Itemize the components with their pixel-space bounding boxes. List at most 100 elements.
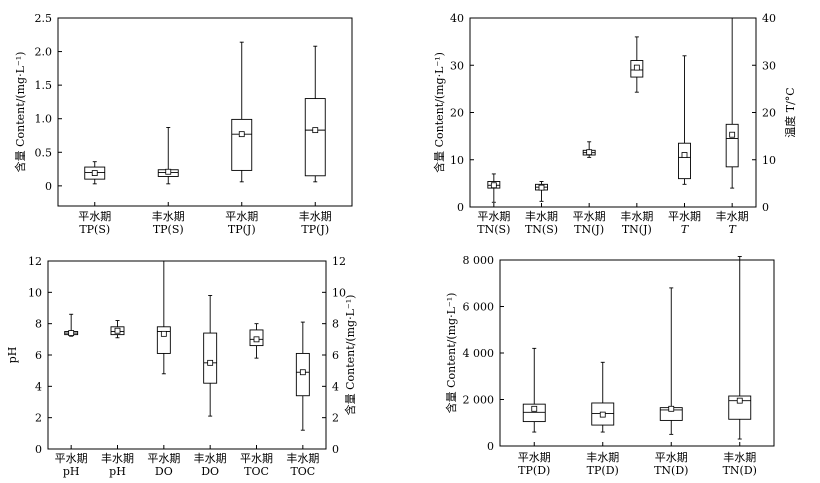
box-iqr (522, 403, 546, 423)
mean-marker (91, 170, 98, 177)
y-tick-label: 0.5 (35, 146, 53, 159)
category-label-period: 丰水期 (152, 210, 185, 223)
panel-ph-do-toc-bottom-left: 0 2 4 6 8 10 12 0 2 4 6 8 10 12 pH 含量 Content/(mg·L⁻¹) 平… (6, 255, 357, 478)
category-label-period: 平水期 (225, 210, 258, 223)
y2-tick-label: 6 (332, 349, 339, 362)
y2-tick-label: 12 (332, 255, 346, 268)
category-label-period: 平水期 (147, 452, 180, 465)
category-label-variable: TP(J) (301, 223, 329, 236)
category-label-variable: TN(S) (477, 223, 510, 236)
y2-tick-label: 30 (762, 59, 776, 72)
mean-marker (538, 184, 545, 191)
category-label-variable: TN(D) (654, 464, 688, 477)
category-label-period: 平水期 (55, 452, 88, 465)
category-label-period: 丰水期 (716, 210, 749, 223)
y-tick-label: 6 (35, 349, 42, 362)
y2-tick-label: 0 (762, 201, 769, 214)
mean-marker (681, 152, 688, 158)
y-tick-label: 6 000 (463, 301, 495, 314)
mean-marker (736, 397, 743, 404)
y2-tick-label: 40 (762, 12, 776, 25)
category-label-period: 丰水期 (101, 452, 134, 465)
y2-tick-label: 0 (332, 443, 339, 456)
y-tick-label: 40 (450, 12, 464, 25)
category-label-variable: TOC (244, 465, 269, 478)
y-tick-label: 20 (450, 107, 464, 120)
mean-marker (68, 330, 75, 336)
y-tick-label: 12 (28, 255, 42, 268)
y-tick-label: 8 (35, 318, 42, 331)
category-label-period: 丰水期 (586, 451, 619, 464)
category-label-period: 平水期 (477, 210, 510, 223)
mean-marker (165, 168, 172, 175)
mean-marker (253, 336, 260, 343)
y-axis-label: 含量 Content/(mg·L⁻¹) (432, 52, 446, 173)
plot-frame (469, 17, 757, 208)
category-label-variable: T (681, 223, 690, 236)
y2-tick-label: 10 (332, 286, 346, 299)
mean-marker (531, 405, 538, 412)
category-label-period: 平水期 (655, 451, 688, 464)
mean-marker (729, 131, 736, 138)
category-label-variable: T (728, 223, 737, 236)
panel-tp-tn-d-bottom-right: 0 2 000 4 000 6 000 8 000 含量 Content/(mg·L⁻¹)… (444, 254, 775, 477)
mean-marker (312, 127, 319, 134)
category-label-variable: TP(J) (228, 223, 256, 236)
y2-axis-label: 温度 T/°C (783, 87, 797, 137)
category-label-period: 丰水期 (299, 210, 332, 223)
mean-marker (114, 327, 121, 334)
category-label-variable: TOC (290, 465, 315, 478)
y-tick-label: 30 (450, 59, 464, 72)
panel-tn-temperature-top-right: 0 10 20 30 40 0 10 20 30 40 含量 Content/(mg·L⁻¹) 温度 … (432, 12, 797, 236)
category-label-period: 丰水期 (194, 452, 227, 465)
category-label-variable: TP(S) (79, 223, 110, 236)
category-label-variable: TN(J) (622, 223, 652, 236)
y-tick-label: 10 (28, 286, 42, 299)
category-label-period: 丰水期 (723, 451, 756, 464)
y2-tick-label: 4 (332, 380, 339, 393)
box-iqr (304, 98, 326, 177)
category-label-variable: TN(J) (574, 223, 604, 236)
category-label-period: 平水期 (668, 210, 701, 223)
y-tick-label: 4 000 (463, 347, 495, 360)
y2-tick-label: 20 (762, 107, 776, 120)
category-label-period: 平水期 (240, 452, 273, 465)
category-label-period: 丰水期 (525, 210, 558, 223)
plot-frame (57, 17, 353, 207)
box-iqr (728, 395, 752, 420)
mean-marker (160, 330, 167, 337)
plot-frame (47, 260, 327, 450)
box-iqr (203, 332, 218, 384)
y-tick-label: 0 (45, 180, 52, 193)
box-iqr (231, 118, 253, 171)
box-iqr (725, 123, 739, 168)
category-label-variable: TN(D) (723, 464, 757, 477)
category-label-variable: TP(S) (153, 223, 184, 236)
mean-marker (668, 405, 675, 412)
category-label-variable: TP(D) (518, 464, 550, 477)
category-label-variable: TP(D) (587, 464, 619, 477)
y-tick-label: 10 (450, 154, 464, 167)
y-tick-label: 2 000 (463, 394, 495, 407)
y-tick-label: 0 (487, 440, 494, 453)
y-tick-label: 1.5 (35, 79, 53, 92)
category-label-period: 平水期 (573, 210, 606, 223)
y-axis-label: pH (6, 347, 19, 364)
y2-tick-label: 2 (332, 412, 339, 425)
mean-marker (633, 64, 640, 71)
mean-marker (207, 359, 214, 366)
category-label-variable: pH (63, 465, 80, 478)
y-tick-label: 0 (35, 443, 42, 456)
y-tick-label: 2 (35, 412, 42, 425)
y-axis-label: 含量 Content/(mg·L⁻¹) (444, 293, 458, 414)
y-tick-label: 8 000 (463, 254, 495, 267)
y-tick-label: 1.0 (35, 113, 53, 126)
y2-axis-label: 含量 Content/(mg·L⁻¹) (343, 295, 357, 416)
category-label-variable: pH (109, 465, 126, 478)
mean-marker (599, 411, 606, 418)
category-label-period: 平水期 (78, 210, 111, 223)
mean-marker (238, 131, 245, 138)
box-iqr (678, 142, 691, 180)
category-label-period: 丰水期 (286, 452, 319, 465)
